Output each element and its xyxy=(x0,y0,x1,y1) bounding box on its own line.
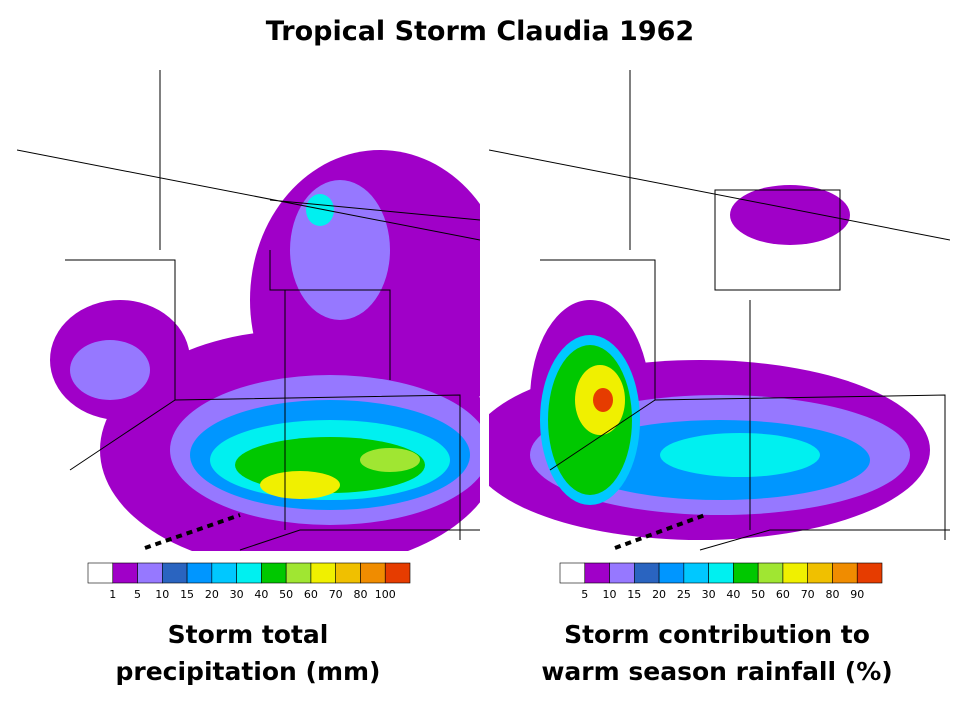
colorbar-label: 60 xyxy=(776,588,790,601)
colorbar-box xyxy=(856,562,883,584)
colorbar-box xyxy=(360,562,386,584)
colorbar-box xyxy=(162,562,188,584)
colorbar-box xyxy=(211,562,237,584)
colorbar-label: 25 xyxy=(677,588,691,601)
colorbar-box xyxy=(285,562,312,584)
colorbar-box xyxy=(782,562,808,584)
colorbar-box xyxy=(584,562,610,584)
colorbar-box xyxy=(634,562,660,584)
colorbar-label: 30 xyxy=(230,588,244,601)
panel-caption: Storm contribution to xyxy=(564,620,870,649)
colorbar-box xyxy=(335,562,361,584)
panel-caption: warm season rainfall (%) xyxy=(541,657,892,686)
colorbar-box xyxy=(832,562,858,584)
map-right xyxy=(489,68,950,551)
colorbar-label: 1 xyxy=(109,588,116,601)
colorbar-box xyxy=(559,562,586,584)
colorbar-box xyxy=(112,562,138,584)
colorbar-label: 90 xyxy=(850,588,864,601)
colorbar-label: 40 xyxy=(726,588,740,601)
colorbar-label: 100 xyxy=(375,588,396,601)
panel-caption: precipitation (mm) xyxy=(115,657,380,686)
colorbar-box xyxy=(261,562,287,584)
colorbar-label: 80 xyxy=(353,588,367,601)
map-left xyxy=(17,68,480,551)
colorbar-box xyxy=(658,562,685,584)
colorbar-box xyxy=(733,562,759,584)
colorbar-box xyxy=(683,562,709,584)
colorbar-label: 50 xyxy=(751,588,765,601)
colorbar-box xyxy=(87,562,114,584)
panel-right: 5 10 15 20 25 30 40 50 60 70 80 90 Storm contributio… xyxy=(541,562,893,686)
colorbar-label: 15 xyxy=(627,588,641,601)
colorbar-box xyxy=(236,562,262,584)
colorbar-box xyxy=(807,562,833,584)
colorbar-box xyxy=(186,562,213,584)
colorbar-label: 80 xyxy=(825,588,839,601)
colorbar-label: 20 xyxy=(205,588,219,601)
colorbar-label: 30 xyxy=(702,588,716,601)
colorbar-label: 5 xyxy=(581,588,588,601)
figure-title: Tropical Storm Claudia 1962 xyxy=(266,16,694,47)
colorbar-box xyxy=(137,562,163,584)
colorbar-label: 70 xyxy=(801,588,815,601)
colorbar-label: 10 xyxy=(155,588,169,601)
colorbar-label: 20 xyxy=(652,588,666,601)
colorbar-label: 70 xyxy=(329,588,343,601)
colorbar-box xyxy=(609,562,635,584)
colorbar-label: 60 xyxy=(304,588,318,601)
colorbar-label: 40 xyxy=(254,588,268,601)
colorbar-label: 5 xyxy=(134,588,141,601)
colorbar-box xyxy=(384,562,411,584)
colorbar-label: 50 xyxy=(279,588,293,601)
colorbar-label: 10 xyxy=(603,588,617,601)
colorbar-box xyxy=(708,562,734,584)
colorbar-box xyxy=(757,562,784,584)
colorbar-box xyxy=(310,562,336,584)
panel-caption: Storm total xyxy=(168,620,329,649)
colorbar-label: 15 xyxy=(180,588,194,601)
